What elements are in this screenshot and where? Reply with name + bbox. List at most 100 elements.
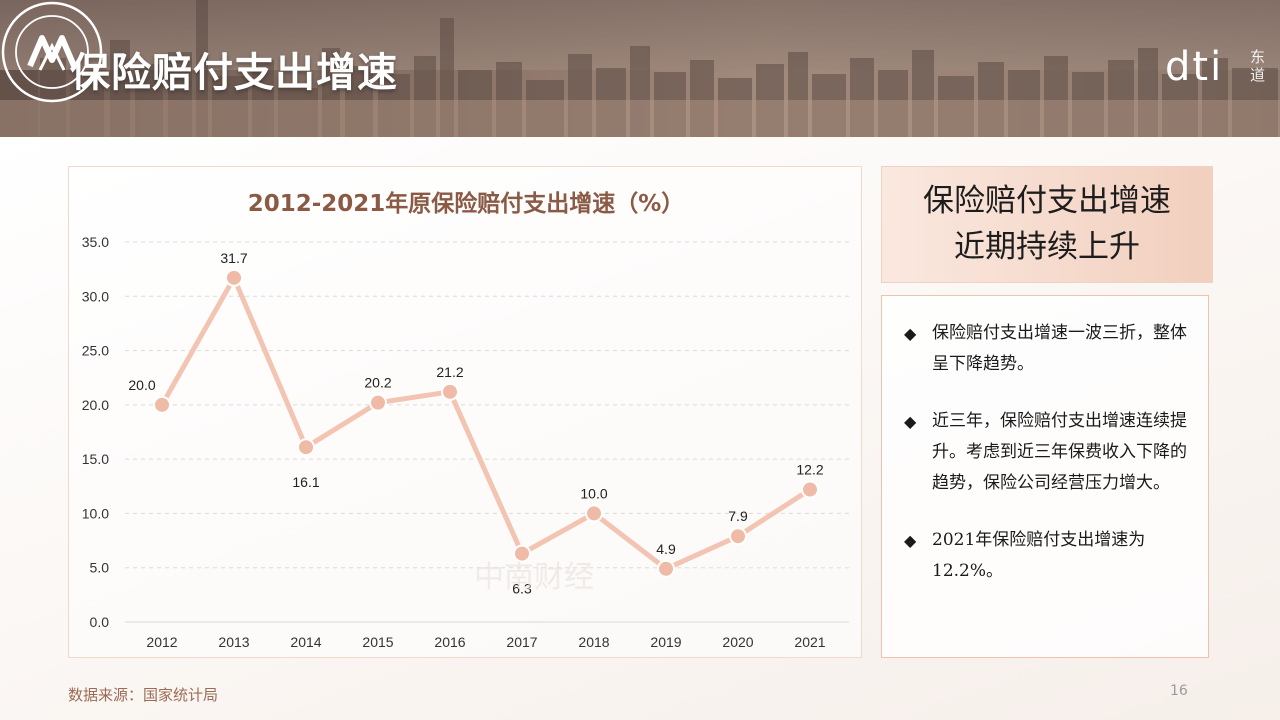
data-label: 31.7: [220, 250, 247, 266]
skyline-building: [496, 62, 522, 137]
skyline-building: [110, 40, 130, 137]
y-tick-label: 10.0: [82, 505, 109, 521]
skyline-building: [378, 74, 410, 137]
skyline-building: [912, 50, 934, 137]
series-line: [159, 275, 812, 572]
skyline-building: [718, 78, 752, 137]
skyline-building: [1044, 56, 1068, 137]
y-tick-label: 0.0: [90, 614, 110, 630]
y-tick-label: 25.0: [82, 343, 109, 359]
x-tick-label: 2021: [794, 634, 825, 650]
skyline-building: [458, 70, 492, 137]
skyline-building: [756, 64, 784, 137]
skyline-building: [345, 66, 373, 137]
skyline-building: [1232, 68, 1278, 137]
skyline-building: [1162, 74, 1198, 137]
diamond-bullet-icon: ◆: [904, 324, 917, 343]
side-headline-box: 保险赔付支出增速 近期持续上升: [881, 166, 1213, 283]
data-point: [513, 544, 531, 563]
side-bullet-panel: ◆ 保险赔付支出增速一波三折，整体呈下降趋势。 ◆ 近三年，保险赔付支出增速连续…: [881, 295, 1209, 658]
x-tick-label: 2018: [578, 634, 609, 650]
x-tick-label: 2020: [722, 634, 753, 650]
x-tick-label: 2013: [218, 634, 249, 650]
brand-side-text: 东道: [1250, 48, 1266, 84]
skyline-building: [690, 60, 714, 137]
data-point: [369, 393, 387, 412]
data-point: [441, 382, 459, 401]
x-tick-label: 2016: [434, 634, 465, 650]
skyline-glow: [0, 100, 1280, 137]
data-point: [585, 504, 603, 523]
diamond-bullet-icon: ◆: [904, 531, 917, 550]
diamond-bullet-icon: ◆: [904, 412, 917, 431]
bullet-text: 近三年，保险赔付支出增速连续提升。考虑到近三年保费收入下降的趋势，保险公司经营压…: [932, 411, 1187, 493]
skyline-building: [1072, 72, 1104, 137]
page-number: 16: [1170, 683, 1188, 699]
skyline-building: [788, 52, 808, 137]
skyline-building: [135, 64, 163, 137]
skyline-building: [568, 54, 592, 137]
chart-title: 2012-2021年原保险赔付支出增速（%）: [248, 190, 685, 217]
skyline-building: [812, 74, 846, 137]
skyline-building: [878, 70, 908, 137]
city-skyline-image: [0, 0, 1280, 137]
skyline-building: [278, 88, 318, 137]
x-tick-label: 2014: [290, 634, 321, 650]
data-label: 20.0: [128, 377, 155, 393]
data-point: [153, 395, 171, 414]
skyline-building: [1138, 48, 1158, 137]
data-label: 10.0: [580, 485, 607, 501]
skyline-building: [596, 68, 626, 137]
skyline-building: [938, 76, 974, 137]
data-point: [225, 268, 243, 287]
bullet-item: ◆ 近三年，保险赔付支出增速连续提升。考虑到近三年保费收入下降的趋势，保险公司经…: [904, 406, 1200, 499]
data-label: 20.2: [364, 375, 391, 391]
skyline-building: [1008, 70, 1040, 137]
data-label: 16.1: [292, 474, 319, 490]
data-source: 数据来源：国家统计局: [68, 686, 219, 704]
bullet-item: ◆ 保险赔付支出增速一波三折，整体呈下降趋势。: [904, 318, 1200, 380]
bullet-item: ◆ 2021年保险赔付支出增速为12.2%。: [904, 525, 1200, 587]
skyline-building: [322, 48, 340, 137]
side-headline-line-2: 近期持续上升: [954, 229, 1140, 265]
x-tick-label: 2015: [362, 634, 393, 650]
chart-watermark: 中南财经: [474, 560, 594, 595]
data-point: [801, 480, 819, 499]
skyline-building: [70, 84, 104, 137]
data-label: 12.2: [796, 462, 823, 478]
x-tick-label: 2017: [506, 634, 537, 650]
data-label: 4.9: [656, 541, 676, 557]
x-tick-label: 2012: [146, 634, 177, 650]
skyline-building: [40, 58, 66, 137]
data-label: 7.9: [728, 508, 748, 524]
skyline-building: [440, 18, 454, 137]
side-headline-line-1: 保险赔付支出增速: [923, 183, 1171, 219]
page-title: 保险赔付支出增速: [70, 50, 398, 96]
data-point: [657, 559, 675, 578]
data-label: 21.2: [436, 364, 463, 380]
skyline-building: [252, 60, 274, 137]
skyline-building: [212, 76, 248, 137]
skyline-building: [630, 46, 650, 137]
research-center-logo: [1, 1, 103, 103]
y-tick-label: 30.0: [82, 288, 109, 304]
y-tick-label: 15.0: [82, 451, 109, 467]
skyline-building: [168, 52, 192, 137]
x-tick-label: 2019: [650, 634, 681, 650]
skyline-building: [654, 72, 686, 137]
chart-panel: 2012-2021年原保险赔付支出增速（%） 0.0 5.0 10.0 15.0 20.0…: [68, 166, 862, 658]
y-tick-label: 5.0: [90, 560, 110, 576]
skyline-building: [196, 0, 208, 137]
y-tick-label: 20.0: [82, 397, 109, 413]
skyline-building: [526, 80, 564, 137]
growth-line-chart: 2012-2021年原保险赔付支出增速（%） 0.0 5.0 10.0 15.0 20.0…: [82, 190, 849, 650]
bullet-text: 2021年保险赔付支出增速为12.2%。: [932, 530, 1146, 581]
skyline-building: [850, 58, 874, 137]
brand-name: dti: [1165, 44, 1224, 90]
skyline-building: [414, 56, 436, 137]
skyline-building: [978, 62, 1004, 137]
data-point: [297, 438, 315, 457]
skyline-building: [1202, 58, 1228, 137]
bullet-text: 保险赔付支出增速一波三折，整体呈下降趋势。: [932, 323, 1187, 374]
header-banner: 保险赔付支出增速 dti 东道: [0, 0, 1280, 137]
